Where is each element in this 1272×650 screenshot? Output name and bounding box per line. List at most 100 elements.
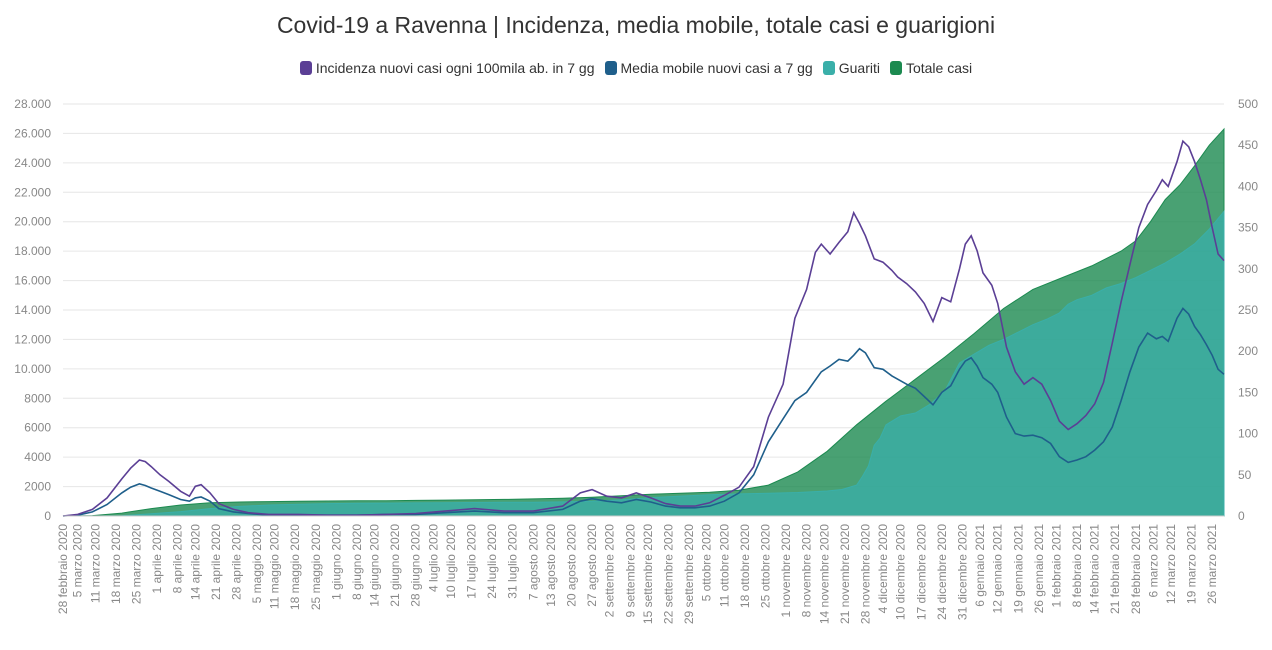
x-tick-label: 19 gennaio 2021 [1011,524,1025,614]
x-tick-label: 25 ottobre 2020 [759,524,773,608]
x-tick-label: 11 marzo 2020 [88,524,102,603]
x-tick-label: 8 aprile 2020 [171,524,185,594]
x-tick-label: 8 giugno 2020 [350,524,364,600]
x-tick-label: 11 maggio 2020 [268,524,282,610]
x-tick-label: 14 giugno 2020 [368,524,382,607]
x-tick-label: 9 settembre 2020 [623,524,637,618]
x-tick-label: 6 gennaio 2021 [973,524,987,607]
y-left-tick-label: 6000 [24,421,51,435]
chart-title: Covid-19 a Ravenna | Incidenza, media mo… [276,12,996,38]
y-left-tick-label: 16.000 [14,274,51,288]
legend-item-guariti[interactable]: Guariti [822,60,880,76]
y-left-tick-label: 10.000 [14,362,51,376]
y-right-tick-label: 400 [1238,179,1258,193]
y-right-tick-label: 250 [1238,303,1258,317]
x-tick-label: 5 marzo 2020 [71,524,85,598]
y-right-tick-label: 350 [1238,221,1258,235]
x-tick-label: 31 dicembre 2020 [955,524,969,620]
y-left-tick-label: 18.000 [14,244,51,258]
legend-label-totale-casi: Totale casi [905,60,973,76]
x-tick-label: 28 giugno 2020 [409,524,423,607]
x-tick-label: 1 novembre 2020 [779,524,793,618]
x-tick-label: 12 gennaio 2021 [991,524,1005,614]
legend-label-media-mobile: Media mobile nuovi casi a 7 gg [620,60,813,76]
y-left-tick-label: 20.000 [14,215,51,229]
x-tick-label: 18 ottobre 2020 [738,524,752,608]
x-tick-label: 22 settembre 2020 [662,524,676,624]
y-right-tick-label: 500 [1238,97,1258,111]
x-tick-label: 19 marzo 2021 [1185,524,1199,604]
x-tick-label: 18 marzo 2020 [109,524,123,604]
x-tick-label: 25 maggio 2020 [309,524,323,610]
y-right-tick-label: 100 [1238,427,1258,441]
x-tick-label: 27 agosto 2020 [585,524,599,607]
y-left-tick-label: 26.000 [14,126,51,140]
media-mobile-line [62,307,1225,517]
x-tick-label: 2 settembre 2020 [603,524,617,618]
x-tick-label: 4 luglio 2020 [426,524,440,592]
x-tick-label: 10 dicembre 2020 [894,524,908,620]
x-tick-label: 14 aprile 2020 [188,524,202,600]
guariti-area [63,210,1225,517]
x-tick-label: 28 novembre 2020 [858,524,872,624]
x-tick-label: 21 novembre 2020 [838,524,852,624]
x-tick-label: 26 marzo 2021 [1205,524,1219,604]
x-tick-label: 21 aprile 2020 [209,524,223,600]
legend-item-media-mobile[interactable]: Media mobile nuovi casi a 7 gg [604,60,813,76]
x-tick-label: 28 febbraio 2021 [1129,524,1143,614]
x-tick-label: 17 dicembre 2020 [914,524,928,620]
x-tick-label: 24 luglio 2020 [485,524,499,599]
x-tick-label: 1 giugno 2020 [329,524,343,600]
y-left-tick-label: 28.000 [14,97,51,111]
x-tick-label: 8 novembre 2020 [800,524,814,618]
x-tick-label: 24 dicembre 2020 [935,524,949,620]
y-left-tick-label: 8000 [24,391,51,405]
y-left-tick-label: 14.000 [14,303,51,317]
x-tick-label: 12 marzo 2021 [1164,524,1178,604]
legend-label-guariti: Guariti [838,60,880,76]
x-tick-label: 31 luglio 2020 [506,524,520,599]
x-tick-label: 15 settembre 2020 [641,524,655,624]
legend-swatch-totale-casi [889,61,902,75]
x-tick-label: 11 ottobre 2020 [717,524,731,608]
x-tick-label: 26 gennaio 2021 [1032,524,1046,614]
x-tick-label: 5 maggio 2020 [250,524,264,604]
x-tick-label: 8 febbraio 2021 [1070,524,1084,608]
y-right-tick-label: 150 [1238,385,1258,399]
y-right-tick-label: 450 [1238,138,1258,152]
y-left-tick-label: 22.000 [14,185,51,199]
legend-swatch-guariti [822,61,835,75]
incidenza-line [62,139,1225,517]
y-right-tick-label: 50 [1238,468,1252,482]
x-tick-label: 21 giugno 2020 [388,524,402,607]
legend-swatch-media-mobile [604,61,617,75]
y-left-tick-label: 24.000 [14,156,51,170]
legend-item-totale-casi[interactable]: Totale casi [889,60,973,76]
x-tick-label: 20 agosto 2020 [565,524,579,607]
x-tick-label: 25 marzo 2020 [130,524,144,604]
x-tick-label: 13 agosto 2020 [544,524,558,607]
x-tick-label: 28 febbraio 2020 [56,524,70,614]
y-left-tick-label: 12.000 [14,332,51,346]
x-tick-label: 6 marzo 2021 [1147,524,1161,598]
y-left-tick-label: 0 [44,509,51,523]
x-tick-label: 28 aprile 2020 [229,524,243,600]
legend-swatch-incidenza [299,61,312,75]
x-tick-label: 1 aprile 2020 [150,524,164,594]
x-tick-label: 21 febbraio 2021 [1108,524,1122,614]
y-right-tick-label: 200 [1238,344,1258,358]
x-tick-label: 17 luglio 2020 [465,524,479,599]
x-tick-label: 29 settembre 2020 [682,524,696,624]
x-tick-label: 4 dicembre 2020 [876,524,890,614]
x-tick-label: 10 luglio 2020 [444,524,458,599]
y-right-tick-label: 0 [1238,509,1245,523]
x-tick-label: 18 maggio 2020 [288,524,302,610]
legend: Incidenza nuovi casi ogni 100mila ab. in… [0,60,1272,76]
y-left-tick-label: 4000 [24,450,51,464]
x-tick-label: 14 novembre 2020 [817,524,831,624]
legend-item-incidenza[interactable]: Incidenza nuovi casi ogni 100mila ab. in… [299,60,595,76]
y-left-tick-label: 2000 [24,480,51,494]
x-tick-label: 14 febbraio 2021 [1088,524,1102,614]
x-tick-label: 7 agosto 2020 [526,524,540,600]
